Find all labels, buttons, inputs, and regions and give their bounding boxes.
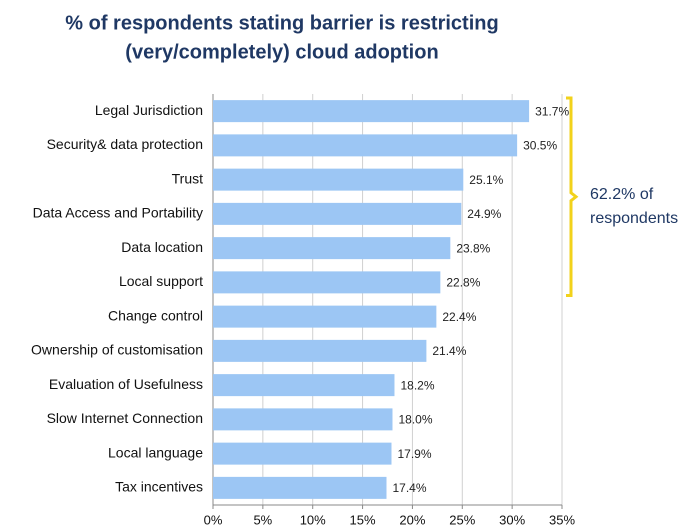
value-label: 22.8% (446, 276, 480, 290)
bar (213, 374, 395, 397)
chart-title: (very/completely) cloud adoption (125, 41, 438, 63)
y-tick-label: Security& data protection (47, 136, 203, 152)
chart-title: % of respondents stating barrier is rest… (65, 12, 498, 34)
bar (213, 134, 518, 157)
value-label: 18.2% (400, 378, 434, 392)
value-label: 22.4% (442, 310, 476, 324)
bar (213, 442, 392, 465)
value-label: 31.7% (535, 104, 569, 118)
value-label: 21.4% (432, 344, 466, 358)
x-tick-label: 35% (549, 512, 575, 527)
y-tick-label: Data Access and Portability (33, 205, 203, 221)
annotation: 62.2% of (590, 186, 654, 203)
bar (213, 305, 437, 328)
y-tick-label: Data location (121, 239, 203, 255)
y-tick-label: Slow Internet Connection (47, 410, 203, 426)
value-label: 18.0% (398, 413, 432, 427)
bar (213, 476, 387, 499)
bar (213, 408, 393, 431)
x-tick-label: 20% (399, 512, 425, 527)
bar (213, 202, 462, 225)
x-tick-label: 0% (204, 512, 223, 527)
bar (213, 237, 451, 260)
value-label: 24.9% (467, 207, 501, 221)
y-tick-label: Ownership of customisation (31, 342, 203, 358)
bracket (566, 96, 579, 297)
y-tick-label: Local language (108, 444, 203, 460)
bar (213, 339, 427, 362)
value-label: 25.1% (469, 173, 503, 187)
x-tick-label: 30% (499, 512, 525, 527)
y-tick-label: Trust (172, 170, 203, 186)
x-tick-label: 25% (449, 512, 475, 527)
bar (213, 168, 464, 191)
bar (213, 100, 530, 123)
value-label: 30.5% (523, 139, 557, 153)
y-tick-label: Tax incentives (115, 479, 203, 495)
x-tick-label: 15% (350, 512, 376, 527)
value-label: 17.9% (397, 447, 431, 461)
value-label: 17.4% (393, 481, 427, 495)
y-tick-label: Change control (108, 307, 203, 323)
x-tick-label: 10% (300, 512, 326, 527)
y-tick-label: Local support (119, 273, 203, 289)
y-tick-label: Legal Jurisdiction (95, 102, 203, 118)
value-label: 23.8% (456, 241, 490, 255)
bar (213, 271, 441, 294)
x-tick-label: 5% (253, 512, 272, 527)
y-tick-label: Evaluation of Usefulness (49, 376, 203, 392)
annotation: respondents (590, 210, 678, 227)
